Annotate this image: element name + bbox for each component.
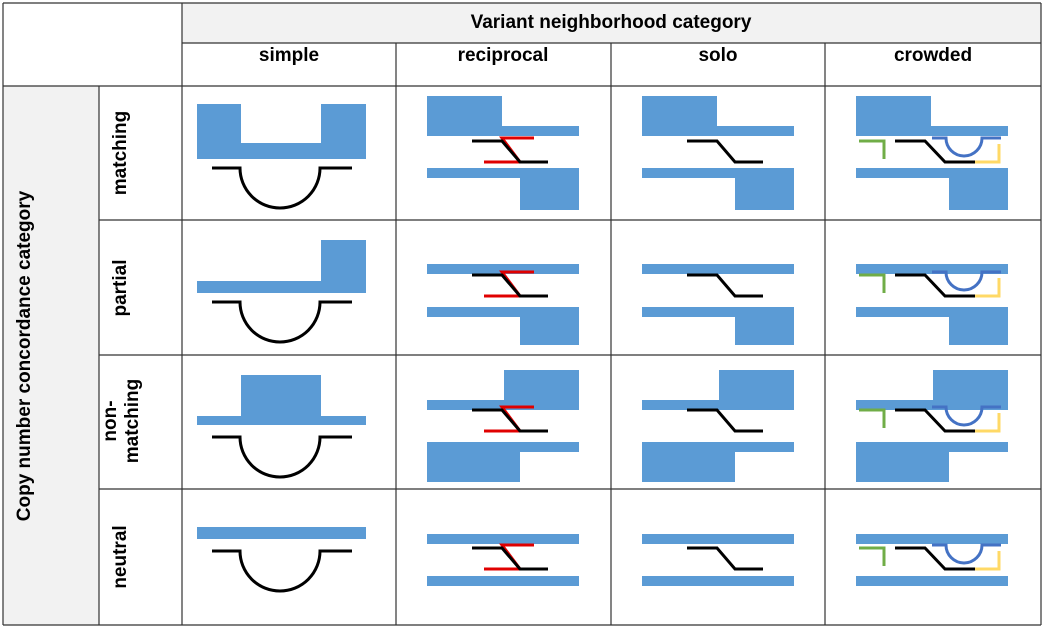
translocation-variant	[687, 408, 763, 433]
translocation-variant	[895, 139, 975, 164]
row-header-non-matching-line1: non-	[100, 400, 121, 441]
neighbor-variant-blue	[932, 270, 1001, 292]
translocation-variant	[895, 546, 975, 571]
neighbor-variant-green	[859, 139, 886, 159]
lower-copy-number	[427, 168, 579, 210]
neighbor-variant-blue	[932, 136, 1001, 158]
lower-copy-number	[856, 307, 1008, 345]
lower-copy-number	[856, 168, 1008, 210]
translocation-variant	[472, 273, 548, 298]
row-header-partial: partial	[110, 259, 131, 316]
lower-copy-number	[427, 576, 579, 586]
neighbor-variant-green	[859, 408, 886, 428]
row-header-neutral: neutral	[110, 525, 131, 588]
row-header-non-matching-line2: matching	[122, 379, 143, 463]
copy-number-profile	[197, 527, 366, 539]
top-header-title: Variant neighborhood category	[471, 12, 752, 33]
translocation-variant	[687, 273, 763, 298]
translocation-variant	[687, 546, 763, 571]
lower-copy-number	[427, 442, 579, 482]
translocation-variant	[895, 273, 975, 298]
upper-copy-number	[642, 264, 794, 274]
translocation-variant	[895, 408, 975, 433]
col-header-reciprocal: reciprocal	[458, 45, 549, 66]
row-header-matching: matching	[110, 111, 131, 195]
upper-copy-number	[856, 264, 1008, 274]
neighbor-variant-blue	[932, 543, 1001, 565]
neighbor-variant-yellow	[975, 278, 1001, 298]
upper-copy-number	[856, 96, 1008, 136]
deletion-variant	[212, 300, 352, 344]
neighbor-variant-yellow	[975, 413, 1001, 433]
translocation-variant	[687, 139, 763, 164]
lower-copy-number	[642, 442, 794, 482]
side-header-title: Copy number concordance category	[14, 190, 35, 521]
lower-copy-number	[856, 442, 1008, 482]
copy-number-profile	[197, 240, 366, 293]
deletion-variant	[212, 166, 352, 210]
lower-copy-number	[856, 576, 1008, 586]
lower-copy-number	[642, 576, 794, 586]
lower-copy-number	[642, 307, 794, 345]
copy-number-profile	[197, 375, 366, 425]
upper-copy-number	[427, 534, 579, 544]
upper-copy-number	[427, 264, 579, 274]
neighbor-variant-yellow	[975, 144, 1001, 164]
top-header-bg	[182, 3, 1041, 43]
neighbor-variant-yellow	[975, 551, 1001, 571]
side-header-bg	[3, 86, 99, 625]
upper-copy-number	[642, 370, 794, 410]
lower-copy-number	[427, 307, 579, 345]
copy-number-profile	[197, 104, 366, 159]
lower-copy-number	[642, 168, 794, 210]
upper-copy-number	[642, 96, 794, 136]
upper-copy-number	[427, 370, 579, 410]
col-header-simple: simple	[259, 45, 319, 66]
neighbor-variant-green	[859, 546, 886, 566]
translocation-variant	[472, 546, 548, 571]
upper-copy-number	[642, 534, 794, 544]
neighbor-variant-blue	[932, 405, 1001, 427]
upper-copy-number	[856, 370, 1008, 410]
translocation-variant	[472, 139, 548, 164]
deletion-variant	[212, 435, 352, 479]
neighbor-variant-green	[859, 273, 886, 293]
upper-copy-number	[856, 534, 1008, 544]
col-header-solo: solo	[698, 45, 737, 66]
deletion-variant	[212, 549, 352, 593]
translocation-variant	[472, 408, 548, 433]
upper-copy-number	[427, 96, 579, 136]
col-header-crowded: crowded	[894, 45, 972, 66]
cells	[197, 96, 1008, 593]
